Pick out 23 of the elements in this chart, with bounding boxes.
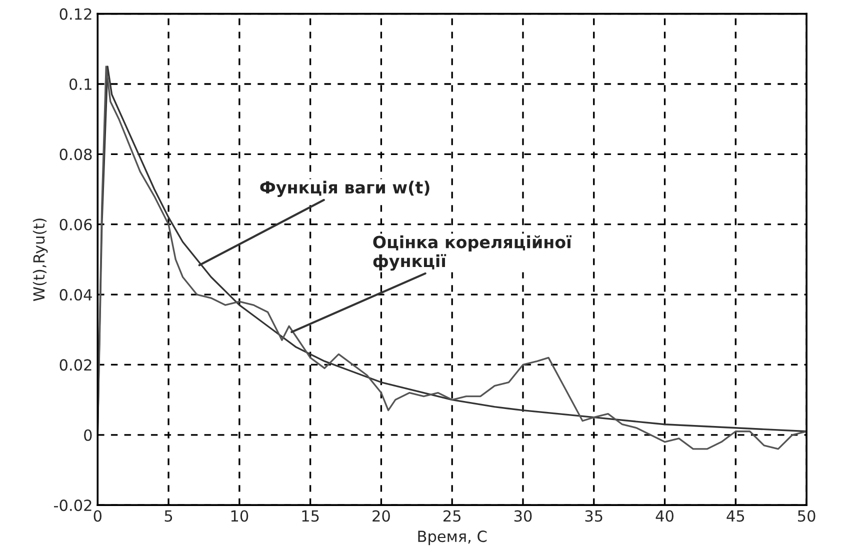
x-tick-label: 10 — [231, 510, 248, 522]
x-tick-label: 30 — [514, 510, 532, 522]
y-tick-label: 0.04 — [60, 288, 92, 301]
y-tick-label: 0.02 — [60, 359, 92, 371]
y-tick-label: -0.02 — [54, 500, 92, 512]
x-axis-title: Время, С — [418, 530, 487, 546]
y-tick-label: 0.08 — [60, 148, 92, 160]
annotation: Функція ваги w(t) — [260, 180, 430, 198]
y-axis-title: W(t),Ryu(t) — [32, 218, 48, 302]
x-tick-label: 45 — [726, 510, 744, 522]
x-tick-label: 0 — [94, 510, 102, 522]
x-tick-label: 35 — [585, 510, 602, 522]
y-tick-label: 0.12 — [60, 8, 92, 20]
x-tick-label: 20 — [372, 510, 390, 522]
x-tick-label: 40 — [656, 510, 674, 522]
y-tick-label: 0.1 — [69, 78, 92, 90]
annotation: Оцінка кореляційної функції — [373, 235, 572, 271]
x-tick-label: 15 — [302, 510, 319, 522]
x-tick-label: 5 — [164, 510, 172, 522]
y-tick-label: 0.06 — [60, 218, 92, 230]
x-tick-label: 25 — [443, 510, 460, 522]
y-tick-label: 0 — [84, 429, 92, 441]
x-tick-label: 50 — [798, 510, 816, 522]
